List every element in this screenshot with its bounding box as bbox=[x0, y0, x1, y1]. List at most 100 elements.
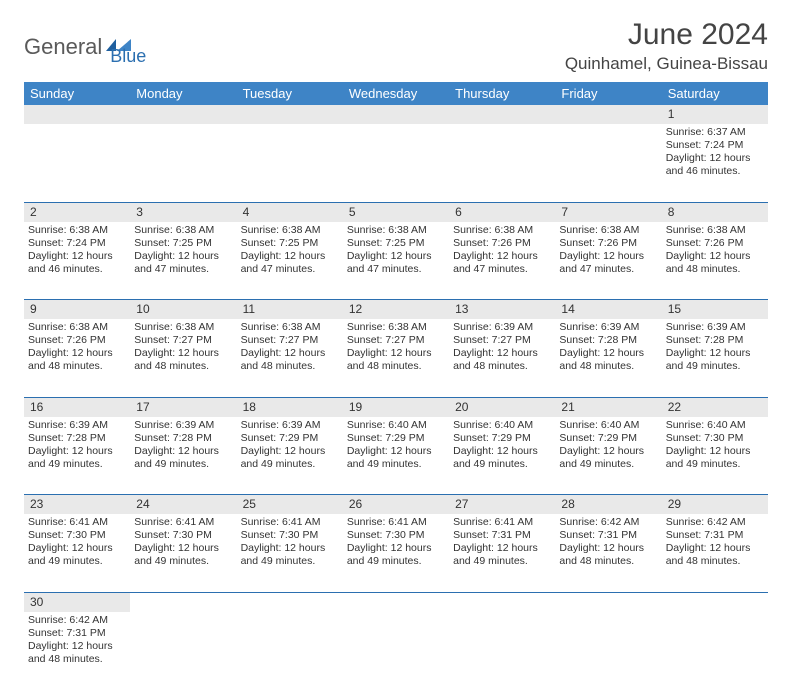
day-sr: Sunrise: 6:39 AM bbox=[28, 419, 126, 432]
day-number-cell bbox=[662, 592, 768, 612]
day-sr: Sunrise: 6:38 AM bbox=[453, 224, 551, 237]
day-detail-cell: Sunrise: 6:39 AMSunset: 7:27 PMDaylight:… bbox=[449, 319, 555, 397]
day-ss: Sunset: 7:31 PM bbox=[559, 529, 657, 542]
day-d1: Daylight: 12 hours bbox=[347, 542, 445, 555]
day-d1: Daylight: 12 hours bbox=[666, 152, 764, 165]
day-detail-cell bbox=[237, 124, 343, 202]
day-detail-cell bbox=[130, 612, 236, 690]
page-title: June 2024 bbox=[565, 18, 768, 52]
day-detail-cell: Sunrise: 6:42 AMSunset: 7:31 PMDaylight:… bbox=[662, 514, 768, 592]
day-number-row: 16171819202122 bbox=[24, 397, 768, 417]
day-d2: and 46 minutes. bbox=[28, 263, 126, 276]
day-sr: Sunrise: 6:38 AM bbox=[241, 224, 339, 237]
day-detail-cell: Sunrise: 6:40 AMSunset: 7:29 PMDaylight:… bbox=[343, 417, 449, 495]
day-detail-cell: Sunrise: 6:41 AMSunset: 7:30 PMDaylight:… bbox=[237, 514, 343, 592]
day-number: 1 bbox=[668, 107, 675, 121]
day-detail-cell: Sunrise: 6:42 AMSunset: 7:31 PMDaylight:… bbox=[555, 514, 661, 592]
day-d2: and 48 minutes. bbox=[28, 360, 126, 373]
day-detail-cell: Sunrise: 6:38 AMSunset: 7:27 PMDaylight:… bbox=[343, 319, 449, 397]
day-number-cell bbox=[24, 105, 130, 124]
day-detail-cell bbox=[449, 124, 555, 202]
day-number: 3 bbox=[136, 205, 143, 219]
day-detail-row: Sunrise: 6:39 AMSunset: 7:28 PMDaylight:… bbox=[24, 417, 768, 495]
day-ss: Sunset: 7:27 PM bbox=[241, 334, 339, 347]
day-ss: Sunset: 7:28 PM bbox=[666, 334, 764, 347]
day-d2: and 48 minutes. bbox=[559, 555, 657, 568]
day-number: 6 bbox=[455, 205, 462, 219]
day-ss: Sunset: 7:30 PM bbox=[134, 529, 232, 542]
day-ss: Sunset: 7:27 PM bbox=[347, 334, 445, 347]
day-number-cell: 18 bbox=[237, 397, 343, 417]
day-ss: Sunset: 7:26 PM bbox=[559, 237, 657, 250]
weekday-header: Saturday bbox=[662, 82, 768, 105]
day-detail-cell: Sunrise: 6:38 AMSunset: 7:24 PMDaylight:… bbox=[24, 222, 130, 300]
day-detail-row: Sunrise: 6:42 AMSunset: 7:31 PMDaylight:… bbox=[24, 612, 768, 690]
day-detail-cell: Sunrise: 6:41 AMSunset: 7:30 PMDaylight:… bbox=[24, 514, 130, 592]
day-ss: Sunset: 7:29 PM bbox=[241, 432, 339, 445]
day-d1: Daylight: 12 hours bbox=[453, 445, 551, 458]
day-sr: Sunrise: 6:38 AM bbox=[241, 321, 339, 334]
day-sr: Sunrise: 6:41 AM bbox=[28, 516, 126, 529]
day-number: 23 bbox=[30, 497, 43, 511]
day-number: 17 bbox=[136, 400, 149, 414]
day-d2: and 48 minutes. bbox=[347, 360, 445, 373]
day-number: 22 bbox=[668, 400, 681, 414]
day-detail-cell: Sunrise: 6:40 AMSunset: 7:29 PMDaylight:… bbox=[555, 417, 661, 495]
day-number: 19 bbox=[349, 400, 362, 414]
day-d1: Daylight: 12 hours bbox=[134, 250, 232, 263]
day-detail-cell: Sunrise: 6:38 AMSunset: 7:25 PMDaylight:… bbox=[130, 222, 236, 300]
day-d2: and 46 minutes. bbox=[666, 165, 764, 178]
day-number-cell: 1 bbox=[662, 105, 768, 124]
day-d1: Daylight: 12 hours bbox=[453, 250, 551, 263]
day-ss: Sunset: 7:31 PM bbox=[666, 529, 764, 542]
brand-part2: Blue bbox=[110, 46, 146, 67]
day-ss: Sunset: 7:25 PM bbox=[241, 237, 339, 250]
day-d1: Daylight: 12 hours bbox=[28, 250, 126, 263]
brand-logo: General Blue bbox=[24, 26, 146, 67]
day-d2: and 49 minutes. bbox=[347, 458, 445, 471]
day-number-cell bbox=[555, 105, 661, 124]
day-detail-cell bbox=[555, 612, 661, 690]
day-number-cell bbox=[449, 105, 555, 124]
day-d2: and 49 minutes. bbox=[453, 555, 551, 568]
day-sr: Sunrise: 6:38 AM bbox=[559, 224, 657, 237]
day-number-cell: 26 bbox=[343, 495, 449, 515]
day-sr: Sunrise: 6:39 AM bbox=[134, 419, 232, 432]
day-sr: Sunrise: 6:42 AM bbox=[28, 614, 126, 627]
day-number: 2 bbox=[30, 205, 37, 219]
weekday-header: Wednesday bbox=[343, 82, 449, 105]
day-sr: Sunrise: 6:41 AM bbox=[241, 516, 339, 529]
day-detail-cell: Sunrise: 6:41 AMSunset: 7:31 PMDaylight:… bbox=[449, 514, 555, 592]
day-detail-cell bbox=[343, 124, 449, 202]
day-ss: Sunset: 7:30 PM bbox=[666, 432, 764, 445]
day-number-cell: 30 bbox=[24, 592, 130, 612]
day-number-cell bbox=[449, 592, 555, 612]
day-number-cell: 9 bbox=[24, 300, 130, 320]
day-d2: and 49 minutes. bbox=[666, 360, 764, 373]
day-ss: Sunset: 7:27 PM bbox=[453, 334, 551, 347]
day-number-cell: 19 bbox=[343, 397, 449, 417]
day-detail-row: Sunrise: 6:41 AM Sunset: 7:30 PM Daylight:… bbox=[24, 514, 768, 592]
day-sr: Sunrise: 6:38 AM bbox=[28, 224, 126, 237]
day-number-cell bbox=[343, 105, 449, 124]
day-number-cell: 11 bbox=[237, 300, 343, 320]
day-number: 15 bbox=[668, 302, 681, 316]
day-detail-cell: Sunrise: 6:38 AMSunset: 7:26 PMDaylight:… bbox=[449, 222, 555, 300]
weekday-header: Sunday bbox=[24, 82, 130, 105]
day-d2: and 49 minutes. bbox=[28, 458, 126, 471]
day-d2: and 48 minutes. bbox=[453, 360, 551, 373]
day-number-cell: 6 bbox=[449, 202, 555, 222]
day-d1: Daylight: 12 hours bbox=[28, 347, 126, 360]
day-ss: Sunset: 7:28 PM bbox=[134, 432, 232, 445]
day-number: 5 bbox=[349, 205, 356, 219]
day-sr: Sunrise: 6:39 AM bbox=[559, 321, 657, 334]
day-ss: Sunset: 7:28 PM bbox=[559, 334, 657, 347]
day-number-cell: 12 bbox=[343, 300, 449, 320]
day-d1: Daylight: 12 hours bbox=[347, 347, 445, 360]
day-detail-cell: Sunrise: 6:38 AMSunset: 7:25 PMDaylight:… bbox=[237, 222, 343, 300]
day-number-cell: 4 bbox=[237, 202, 343, 222]
day-number-cell bbox=[237, 105, 343, 124]
day-number-cell: 29 bbox=[662, 495, 768, 515]
day-number-cell: 27 bbox=[449, 495, 555, 515]
day-detail-row: Sunrise: 6:38 AMSunset: 7:26 PMDaylight:… bbox=[24, 319, 768, 397]
